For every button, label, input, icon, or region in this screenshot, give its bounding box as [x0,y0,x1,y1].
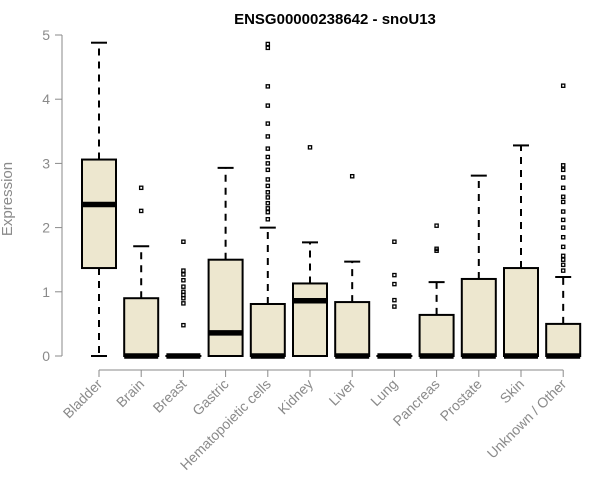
outlier-point [181,272,186,277]
boxes-group [81,41,582,359]
outlier-point [392,272,397,278]
box-unknown-other [545,83,582,359]
outlier-point [560,175,566,180]
y-tick-label: 0 [42,348,50,364]
box-body [460,277,497,357]
box-liver [334,173,371,359]
outlier-point [560,217,566,223]
box-body [81,158,117,270]
outlier-point [265,146,271,151]
outlier-point [265,217,271,222]
outlier-point [265,103,271,108]
outlier-point [265,209,271,215]
outlier-point [560,167,566,173]
box-breast [165,239,202,359]
y-axis: 0 1 2 3 4 5 [42,27,63,364]
outlier-point [560,83,566,88]
outlier-point [265,206,271,211]
box-skin [503,144,539,359]
outlier-point [181,277,186,283]
outlier-point [560,194,566,200]
outlier-point [560,253,566,259]
box-brain [123,185,160,359]
outlier-point [434,246,439,252]
x-tick-label: Bladder [60,376,106,422]
x-tick-label: Prostate [437,376,485,424]
y-tick-label: 2 [42,220,50,236]
outlier-point [265,167,271,173]
outlier-point [265,190,271,195]
outlier-point [265,41,271,47]
x-tick-label: Lung [367,376,400,409]
outlier-point [181,268,186,273]
y-tick-label: 4 [42,91,50,107]
outlier-point [560,163,566,168]
outlier-point [392,304,397,309]
box-kidney [292,145,328,358]
outlier-point [181,322,186,328]
y-axis-label: Expression [0,162,16,236]
outlier-point [265,134,271,139]
outlier-point [560,257,566,262]
box-prostate [460,174,497,359]
outlier-point [265,161,271,166]
outlier-point [307,145,313,150]
outlier-point [392,239,397,244]
box-body [207,258,244,358]
box-hematopoietic-cells [249,41,286,359]
outlier-point [265,200,271,206]
outlier-point [349,173,355,179]
outlier-point [560,199,566,205]
x-tick-label: Brain [113,376,147,410]
outlier-point [265,154,271,160]
x-tick-label: Breast [150,376,190,416]
box-body [503,267,539,357]
outlier-point [560,262,566,268]
outlier-point [560,185,566,191]
x-tick-label: Skin [497,376,528,407]
outlier-point [265,183,271,189]
box-gastric [207,166,244,358]
x-tick-label: Liver [326,376,359,409]
outlier-point [265,195,271,200]
outlier-point [560,244,566,250]
x-tick-label: Unknown / Other [484,376,570,462]
y-tick-label: 5 [42,27,50,43]
outlier-point [392,297,397,303]
outlier-point [392,281,397,287]
y-tick-label: 3 [42,155,50,171]
outlier-point [560,268,566,273]
outlier-point [181,284,186,289]
outlier-point [265,84,271,89]
box-body [292,282,328,358]
box-lung [376,239,413,359]
outlier-point [265,45,271,51]
outlier-point [138,208,144,214]
box-body [249,302,286,357]
x-tick-label: Kidney [275,376,317,418]
x-tick-label: Pancreas [390,376,443,429]
outlier-point [560,225,566,230]
outlier-point [181,301,186,306]
outlier-point [265,121,271,126]
outlier-point [560,234,566,240]
y-tick-label: 1 [42,284,50,300]
chart-title: ENSG00000238642 - snoU13 [234,11,436,28]
box-body [123,297,160,357]
box-bladder [81,41,117,357]
box-body [418,313,455,357]
outlier-point [265,177,271,182]
box-body [334,301,371,357]
box-body [545,322,582,357]
outlier-point [181,289,186,295]
outlier-point [181,239,186,244]
outlier-point [138,185,144,191]
outlier-point [434,223,439,228]
box-pancreas [418,223,455,359]
outlier-point [560,209,566,214]
